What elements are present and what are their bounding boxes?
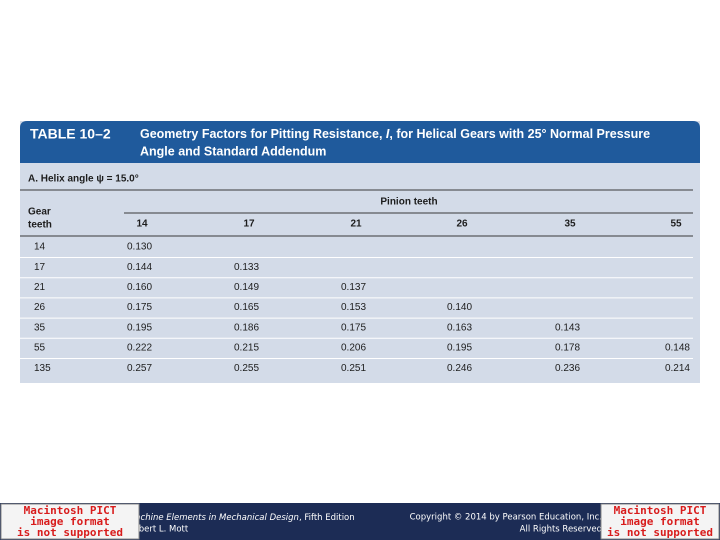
cell-value: 0.175: [341, 322, 366, 333]
row-header: Gear: [28, 207, 51, 218]
section-title: A. Helix angle ψ = 15.0°: [28, 174, 139, 185]
placeholder-text: is not supported: [607, 526, 713, 539]
book-title: Machine Elements in Mechanical Design: [128, 513, 299, 523]
cell-value: 0.149: [234, 282, 259, 293]
row-label: 135: [34, 363, 51, 374]
cell-value: 0.215: [234, 343, 259, 354]
cell-value: 0.222: [127, 343, 152, 354]
table-label: TABLE 10–2: [30, 126, 111, 142]
cell-value: 0.236: [555, 363, 580, 374]
cell-value: 0.153: [341, 302, 366, 313]
column-group: Pinion teeth: [380, 197, 437, 208]
row-label: 35: [34, 322, 46, 333]
title-symbol: I: [386, 127, 390, 141]
cell-value: 0.133: [234, 262, 259, 273]
cell-value: 0.160: [127, 282, 152, 293]
cell-value: 0.144: [127, 262, 152, 273]
cell-value: 0.195: [127, 322, 152, 333]
footer-book: Machine Elements in Mechanical Design, F…: [128, 513, 355, 523]
placeholder-text: image format: [620, 515, 699, 528]
column-header: 17: [243, 219, 255, 230]
cell-value: 0.195: [447, 343, 472, 354]
cell-value: 0.251: [341, 363, 366, 374]
cell-value: 0.178: [555, 343, 580, 354]
table-panel: [20, 121, 700, 383]
row-label: 55: [34, 343, 46, 354]
placeholder-text: is not supported: [17, 526, 123, 539]
cell-value: 0.137: [341, 282, 366, 293]
cell-value: 0.246: [447, 363, 472, 374]
edition: , Fifth Edition: [299, 513, 355, 523]
column-header: 26: [456, 219, 468, 230]
placeholder-text: Macintosh PICT: [614, 504, 707, 517]
row-label: 14: [34, 242, 46, 253]
cell-value: 0.175: [127, 302, 152, 313]
cell-value: 0.148: [665, 343, 690, 354]
row-label: 21: [34, 282, 46, 293]
cell-value: 0.186: [234, 322, 259, 333]
row-header: teeth: [28, 220, 52, 231]
cell-value: 0.140: [447, 302, 472, 313]
title-text: , for Helical Gears with 25° Normal Pres…: [389, 127, 650, 141]
cell-value: 0.163: [447, 322, 472, 333]
title-text: Geometry Factors for Pitting Resistance,: [140, 127, 386, 141]
broken-image: [0, 503, 140, 540]
row-label: 17: [34, 262, 46, 273]
footer-rights: All Rights Reserved: [520, 525, 602, 535]
column-header: 21: [350, 219, 362, 230]
table-title: Angle and Standard Addendum: [140, 144, 326, 158]
cell-value: 0.143: [555, 322, 580, 333]
table-body: 14 17 21 26 35 55 14 0.130 17 0.144 0.133 21 0.160 0.…: [20, 219, 693, 374]
placeholder-text: image format: [30, 515, 109, 528]
table-header-band: [20, 121, 700, 163]
cell-value: 0.206: [341, 343, 366, 354]
column-header: 35: [564, 219, 576, 230]
column-header: 14: [136, 219, 148, 230]
column-header: 55: [670, 219, 682, 230]
cell-value: 0.165: [234, 302, 259, 313]
cell-value: 0.255: [234, 363, 259, 374]
broken-image: [600, 503, 720, 540]
cell-value: 0.130: [127, 242, 152, 253]
cell-value: 0.214: [665, 363, 690, 374]
cell-value: 0.257: [127, 363, 152, 374]
footer-author: Robert L. Mott: [128, 525, 189, 535]
footer-copyright: Copyright © 2014 by Pearson Education, I…: [410, 513, 602, 523]
row-label: 26: [34, 302, 46, 313]
table-title: Geometry Factors for Pitting Resistance,…: [140, 127, 650, 141]
placeholder-text: Macintosh PICT: [24, 504, 117, 517]
